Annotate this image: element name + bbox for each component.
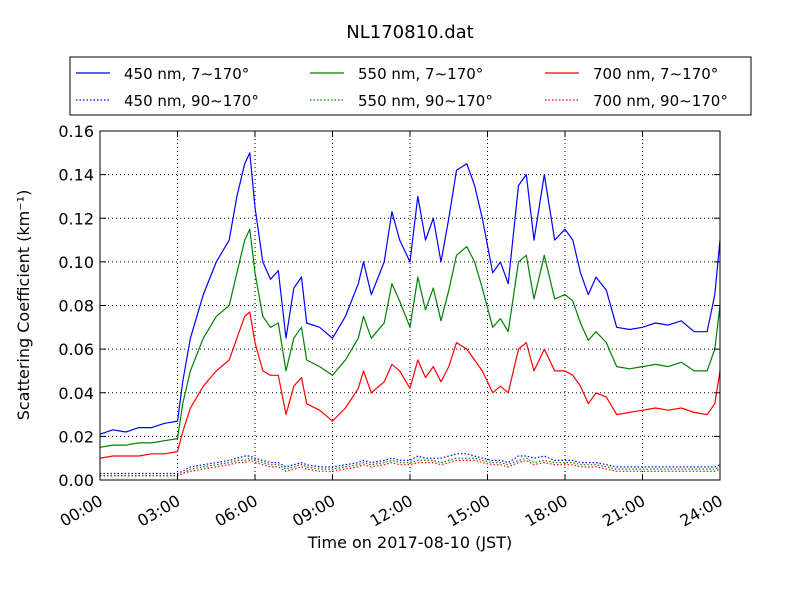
- x-axis-label: Time on 2017-08-10 (JST): [307, 533, 512, 552]
- series-group: [99, 152, 721, 477]
- series-line-0: [99, 152, 721, 435]
- series-line-1: [100, 453, 721, 475]
- y-tick-label: 0.08: [58, 297, 94, 316]
- x-tick-label: 21:00: [599, 491, 648, 531]
- legend-box: [69, 56, 752, 116]
- x-tick-label: 18:00: [522, 491, 571, 531]
- legend-label-4: 700 nm, 7∼170°: [593, 65, 718, 83]
- y-tick-label: 0.14: [58, 166, 94, 185]
- y-tick-label: 0.16: [58, 122, 94, 141]
- legend-label-5: 700 nm, 90∼170°: [593, 92, 728, 110]
- legend-label-1: 450 nm, 90∼170°: [124, 92, 259, 110]
- y-tick-label: 0.02: [58, 427, 94, 446]
- series-line-3: [100, 457, 721, 477]
- series-line-2: [99, 228, 721, 448]
- y-tick-label: 0.06: [58, 340, 94, 359]
- legend-label-0: 450 nm, 7∼170°: [124, 65, 249, 83]
- y-tick-label: 0.04: [58, 384, 94, 403]
- y-axis-label: Scattering Coefficient (km⁻¹): [14, 190, 33, 421]
- x-tick-label: 00:00: [57, 491, 106, 531]
- y-tick-label: 0.00: [58, 471, 94, 490]
- legend: 450 nm, 7∼170° 550 nm, 7∼170° 700 nm, 7∼17…: [69, 56, 752, 116]
- x-tick-label: 06:00: [212, 491, 261, 531]
- x-tick-label: 15:00: [444, 491, 493, 531]
- legend-label-3: 550 nm, 90∼170°: [358, 92, 493, 110]
- x-tick-label: 24:00: [677, 491, 726, 531]
- chart-title: NL170810.dat: [346, 22, 473, 43]
- series-line-4: [99, 311, 721, 459]
- x-tick-label: 09:00: [289, 491, 338, 531]
- y-tick-label: 0.10: [58, 253, 94, 272]
- y-tick-label: 0.12: [58, 209, 94, 228]
- x-tick-label: 12:00: [367, 491, 416, 531]
- x-tick-label: 03:00: [134, 491, 183, 531]
- grid: [100, 131, 720, 480]
- legend-label-2: 550 nm, 7∼170°: [358, 65, 483, 83]
